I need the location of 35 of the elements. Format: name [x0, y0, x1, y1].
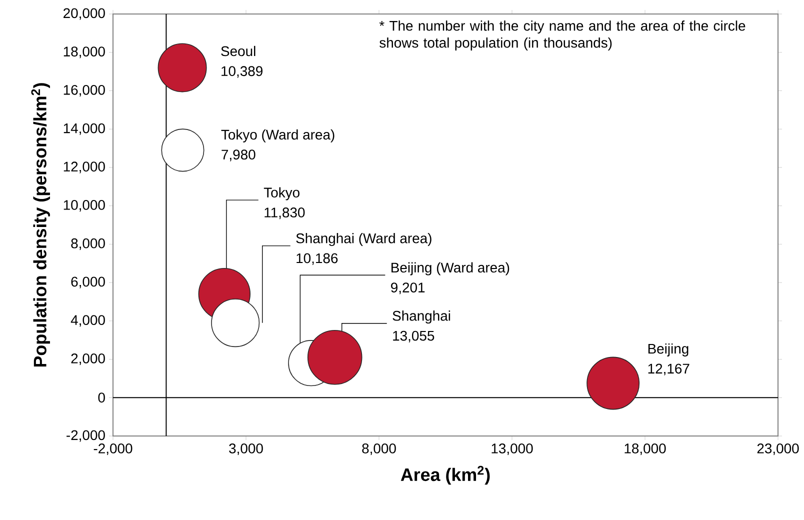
- x-axis-title: Area (km$^{2}$): [400, 466, 490, 485]
- y-tick-label: 4,000: [70, 315, 105, 327]
- data-label: 9,201: [391, 282, 425, 294]
- y-tick-label: 14,000: [64, 123, 105, 135]
- annotation: * The number with the city name and the area of the circle shows total population (in thousands): [379, 20, 746, 50]
- x-tick-label: 3,000: [229, 444, 263, 456]
- series-label: Tokyo (Ward area): [221, 129, 334, 142]
- data-label: 7,980: [222, 150, 256, 162]
- data-label: 13,055: [393, 330, 434, 342]
- y-tick-label: 0: [98, 392, 105, 403]
- y-tick-label: 16,000: [64, 84, 105, 96]
- text: Shanghai: [392, 310, 450, 324]
- data-label: 10,389: [222, 66, 262, 78]
- data-label: 12,167: [648, 364, 690, 376]
- x-tick-label: 8,000: [362, 444, 396, 456]
- y-tick-label: 18,000: [64, 46, 105, 58]
- x-tick-label: -2,000: [94, 444, 132, 456]
- x-tick-label: 13,000: [492, 444, 533, 456]
- y-tick-label: 10,000: [64, 200, 105, 212]
- y-axis-title: Population density (persons/km$^{2}$): [31, 83, 50, 367]
- y-tick-label: 8,000: [71, 238, 105, 250]
- series-label: Beijing: [648, 343, 688, 356]
- data-label: 10,186: [296, 253, 338, 265]
- x-tick-label: 18,000: [624, 444, 666, 456]
- y-tick-label: 20,000: [64, 8, 105, 20]
- y-tick-label: 12,000: [64, 162, 105, 174]
- text: Tokyo: [264, 187, 300, 200]
- text: Shanghai (Ward area): [296, 233, 432, 246]
- series-label: Seoul: [221, 46, 256, 56]
- y-tick-label: 6,000: [71, 276, 105, 288]
- x-tick-label: 23,000: [757, 444, 799, 456]
- y-tick-label: -2,000: [66, 430, 105, 442]
- y-tick-label: 2,000: [71, 354, 105, 366]
- data-label: 11,830: [264, 208, 305, 220]
- text: Beijing (Ward area): [392, 262, 510, 276]
